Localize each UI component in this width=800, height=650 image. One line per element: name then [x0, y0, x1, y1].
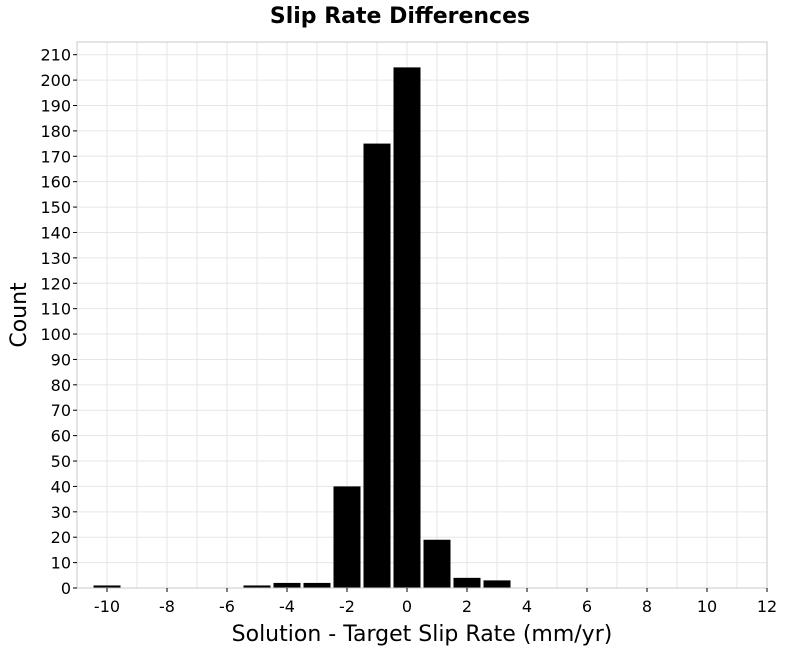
chart-title: Slip Rate Differences — [270, 4, 530, 29]
x-tick-label: 6 — [582, 597, 592, 616]
bars — [93, 67, 511, 589]
histogram-bar — [423, 539, 451, 588]
y-tick-label: 0 — [61, 579, 71, 598]
y-tick-label: 40 — [51, 477, 71, 496]
y-tick-label: 70 — [51, 401, 71, 420]
y-tick-label: 80 — [51, 376, 71, 395]
y-tick-label: 110 — [40, 300, 71, 319]
y-axis-label: Count — [7, 282, 32, 348]
histogram-bar — [273, 582, 301, 588]
x-tick-label: -2 — [339, 597, 355, 616]
y-tick-label: 30 — [51, 503, 71, 522]
x-axis-label: Solution - Target Slip Rate (mm/yr) — [232, 622, 613, 647]
y-tick-label: 50 — [51, 452, 71, 471]
y-axis-ticks: 0 10 20 30 40 50 60 70 80 90 100 110 120 130 140 150 160… — [40, 46, 77, 598]
histogram-bar — [93, 585, 121, 588]
x-tick-label: 4 — [522, 597, 532, 616]
y-tick-label: 90 — [51, 350, 71, 369]
y-tick-label: 210 — [40, 46, 71, 65]
histogram-bar — [243, 585, 271, 588]
x-tick-label: 10 — [697, 597, 717, 616]
y-tick-label: 200 — [40, 71, 71, 90]
histogram-bar — [333, 486, 361, 588]
y-tick-label: 160 — [40, 173, 71, 192]
y-tick-label: 180 — [40, 122, 71, 141]
y-tick-label: 190 — [40, 96, 71, 115]
x-tick-label: 8 — [642, 597, 652, 616]
x-tick-label: -8 — [159, 597, 175, 616]
y-tick-label: 170 — [40, 147, 71, 166]
y-tick-label: 10 — [51, 554, 71, 573]
histogram-bar — [453, 577, 481, 588]
plot-frame — [76, 41, 768, 589]
histogram-bar — [303, 582, 331, 588]
histogram-bar — [393, 67, 421, 589]
y-tick-label: 20 — [51, 528, 71, 547]
histogram-bar — [483, 580, 511, 588]
y-tick-label: 130 — [40, 249, 71, 268]
x-tick-label: -4 — [279, 597, 295, 616]
x-tick-label: 12 — [757, 597, 777, 616]
x-axis-ticks: -10 -8 -6 -4 -2 0 2 4 6 8 10 12 — [94, 588, 777, 616]
y-tick-label: 150 — [40, 198, 71, 217]
grid-lines — [77, 42, 767, 589]
y-tick-label: 100 — [40, 325, 71, 344]
y-tick-label: 120 — [40, 274, 71, 293]
x-tick-label: 2 — [462, 597, 472, 616]
x-tick-label: 0 — [402, 597, 412, 616]
y-tick-label: 60 — [51, 427, 71, 446]
y-tick-label: 140 — [40, 223, 71, 242]
histogram-bar — [363, 143, 391, 588]
x-tick-label: -10 — [94, 597, 120, 616]
x-tick-label: -6 — [219, 597, 235, 616]
